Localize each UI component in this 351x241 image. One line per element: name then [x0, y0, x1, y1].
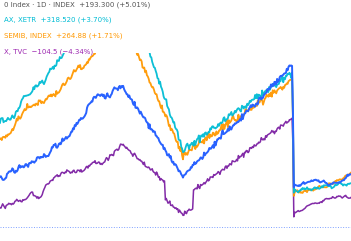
Text: AX, XETR  +318.520 (+3.70%): AX, XETR +318.520 (+3.70%): [4, 17, 111, 23]
Text: X, TVC  −104.5 (−4.34%): X, TVC −104.5 (−4.34%): [4, 48, 93, 55]
Text: SEMIB, INDEX  +264.88 (+1.71%): SEMIB, INDEX +264.88 (+1.71%): [4, 33, 122, 39]
Text: 0 Index · 1D · INDEX  +193.300 (+5.01%): 0 Index · 1D · INDEX +193.300 (+5.01%): [4, 1, 150, 8]
